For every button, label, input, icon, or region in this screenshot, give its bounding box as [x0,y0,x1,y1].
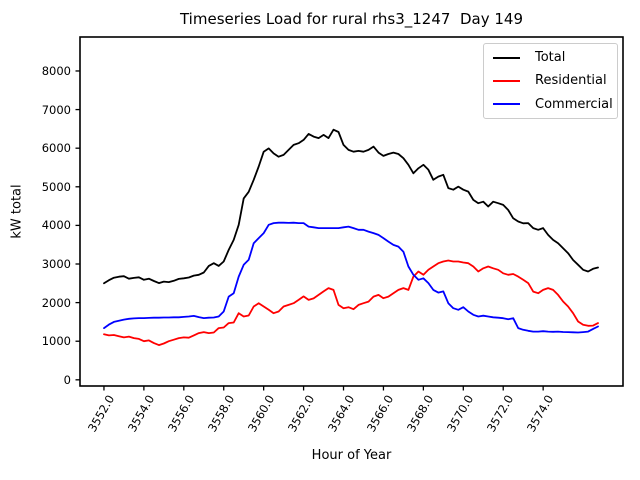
legend-label-residential: Residential [535,73,607,89]
legend-item-residential: Residential [484,73,617,88]
y-tick-label: 3000 [41,257,71,271]
series-lines [103,128,599,347]
legend-label-commercial: Commercial [535,96,613,112]
axes-spines [79,36,624,387]
y-tick-label: 7000 [41,102,71,117]
series-line-total [103,128,599,285]
legend-line-sample-residential [493,79,520,82]
axis-tick-marks [75,70,544,391]
y-tick-label: 8000 [41,63,71,78]
chart-title: Timeseries Load for rural rhs3_1247 Day … [179,10,523,28]
x-axis-label: Hour of Year [311,448,392,463]
series-line-commercial [103,221,599,334]
y-tick-label: 2000 [41,295,71,310]
series-line-residential [103,259,599,347]
legend-label-total: Total [535,50,566,66]
legend-item-commercial: Commercial [484,97,617,112]
legend-line-sample-total [493,56,520,59]
y-tick-label: 0 [63,372,71,387]
y-tick-label: 4000 [41,218,71,233]
y-tick-label: 6000 [41,141,71,156]
y-tick-label: 5000 [41,179,71,194]
legend-line-sample-commercial [493,103,520,106]
legend-item-total: Total [484,50,617,65]
legend: Total Residential Commercial [483,43,618,119]
y-tick-label: 1000 [41,334,71,349]
